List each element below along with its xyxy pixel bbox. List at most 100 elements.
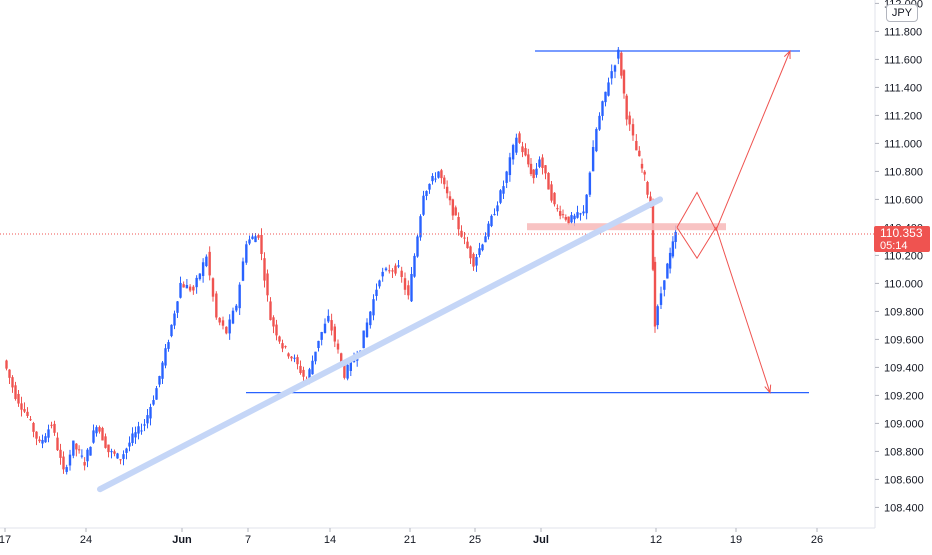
candle-body xyxy=(529,163,533,175)
projection-down-arrow-arrowhead xyxy=(764,384,772,394)
candle-body xyxy=(635,140,638,151)
candle-body xyxy=(505,171,508,183)
candle-body xyxy=(26,411,29,416)
axes-layer: 112.000111.800111.600111.400111.200111.0… xyxy=(0,0,924,546)
time-tick-label: 21 xyxy=(404,534,416,546)
candle-body xyxy=(278,336,281,342)
candle-body xyxy=(570,215,573,223)
currency-badge[interactable]: JPY xyxy=(886,4,918,22)
candle-body xyxy=(625,95,628,120)
candle-body xyxy=(422,195,425,215)
time-tick-label: 24 xyxy=(80,534,92,546)
resistance-zone[interactable] xyxy=(527,223,726,231)
candle-body xyxy=(235,305,238,311)
candle-body xyxy=(134,432,137,438)
candle-body xyxy=(419,216,422,238)
candle-body xyxy=(131,433,134,443)
projection-up-arrow[interactable] xyxy=(676,50,791,232)
candle-body xyxy=(553,192,556,205)
price-tick-label: 110.200 xyxy=(884,250,923,262)
projection-down-arrow[interactable] xyxy=(676,226,771,393)
candle-body xyxy=(508,157,512,176)
candle-body xyxy=(640,163,644,169)
candle-body xyxy=(299,365,302,373)
candle-body xyxy=(674,231,677,242)
candle-body xyxy=(469,246,472,259)
candle-body xyxy=(388,270,391,272)
candle-body xyxy=(448,196,452,201)
candle-body xyxy=(617,49,620,59)
candle-body xyxy=(179,282,182,298)
candle-body xyxy=(5,360,8,369)
candle-body xyxy=(511,145,515,160)
candle-body xyxy=(89,446,92,456)
candle-body xyxy=(251,236,254,239)
candle-body xyxy=(257,235,260,238)
candle-body xyxy=(272,317,275,327)
candle-body xyxy=(188,286,192,291)
candle-body xyxy=(95,427,98,434)
candle-body xyxy=(434,178,437,180)
candle-body xyxy=(547,173,550,190)
price-tick-label: 108.400 xyxy=(884,502,924,514)
candle-body xyxy=(195,277,198,288)
drawings-layer[interactable] xyxy=(0,49,875,493)
candle-body xyxy=(149,407,152,419)
candle-body xyxy=(378,280,381,287)
price-tick-label: 109.600 xyxy=(884,334,924,346)
candle-body xyxy=(349,359,352,371)
candle-body xyxy=(50,424,53,426)
candle-body xyxy=(535,168,538,175)
candle-body xyxy=(454,207,457,216)
candle-body xyxy=(59,449,62,458)
candles-layer xyxy=(5,47,677,475)
candle-body xyxy=(62,456,65,470)
candle-body xyxy=(591,146,595,172)
candle-body xyxy=(416,236,419,257)
candle-body xyxy=(595,129,598,152)
candle-body xyxy=(582,211,585,214)
candle-body xyxy=(17,393,20,404)
candle-body xyxy=(119,459,122,461)
candle-body xyxy=(598,115,601,130)
last-price-tag: 110.353 05:14 xyxy=(874,226,930,252)
candle-body xyxy=(330,320,333,331)
candle-body xyxy=(238,284,241,309)
uptrend-line[interactable] xyxy=(97,196,663,493)
candle-body xyxy=(287,353,290,357)
candle-body xyxy=(346,364,349,379)
candle-countdown: 05:14 xyxy=(880,240,908,252)
candle-body xyxy=(391,270,394,272)
candle-body xyxy=(218,317,221,323)
candle-body xyxy=(161,362,164,379)
candle-body xyxy=(152,400,155,405)
candle-body xyxy=(32,423,35,432)
candle-body xyxy=(541,157,544,168)
candle-body xyxy=(340,353,343,363)
price-tick-label: 111.600 xyxy=(884,54,922,66)
time-tick-label: 7 xyxy=(245,534,251,546)
candle-body xyxy=(248,239,251,244)
candle-body xyxy=(544,165,547,174)
price-tick-label: 109.400 xyxy=(884,362,924,374)
price-tick-label: 111.200 xyxy=(884,110,922,122)
candle-body xyxy=(431,175,434,182)
candle-body xyxy=(35,431,38,439)
candle-body xyxy=(164,348,167,366)
candle-body xyxy=(550,184,553,201)
candle-body xyxy=(515,137,518,153)
candle-body xyxy=(314,351,317,362)
candle-body xyxy=(365,322,369,338)
candle-body xyxy=(607,82,610,96)
candle-body xyxy=(11,377,14,388)
candle-body xyxy=(86,449,89,462)
candle-body xyxy=(20,403,23,410)
candle-body xyxy=(281,343,284,349)
candle-body xyxy=(460,230,463,237)
candle-body xyxy=(559,211,562,216)
candle-body xyxy=(125,448,128,453)
candle-body xyxy=(663,280,666,290)
candle-body xyxy=(263,258,266,281)
